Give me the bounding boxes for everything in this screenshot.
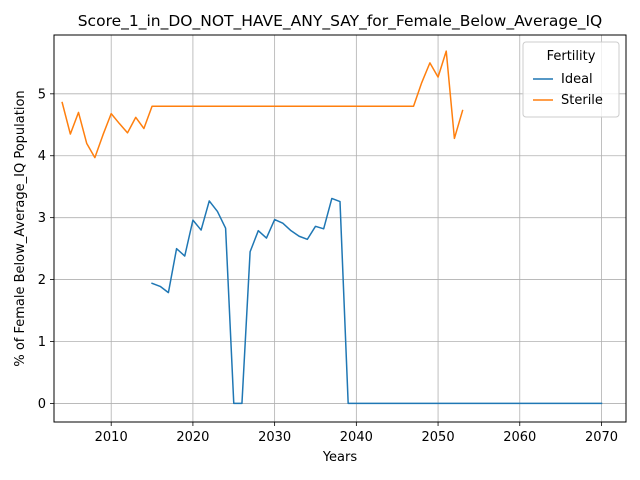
x-tick-label: 2040	[340, 430, 373, 445]
legend-title: Fertility	[547, 49, 596, 64]
x-tick-label: 2030	[258, 430, 291, 445]
chart-title: Score_1_in_DO_NOT_HAVE_ANY_SAY_for_Femal…	[78, 12, 603, 31]
x-tick-label: 2060	[503, 430, 536, 445]
legend-label-ideal: Ideal	[561, 72, 593, 87]
x-tick-label: 2010	[95, 430, 128, 445]
y-tick-label: 5	[38, 87, 46, 102]
y-tick-label: 3	[38, 211, 46, 226]
legend-label-sterile: Sterile	[561, 93, 603, 108]
y-tick-label: 2	[38, 273, 46, 288]
y-tick-label: 1	[38, 335, 46, 350]
legend: Fertility Ideal Sterile	[522, 41, 620, 118]
y-tick-label: 0	[38, 397, 46, 412]
series-line-ideal	[151, 197, 603, 405]
x-axis-label: Years	[322, 450, 358, 465]
y-axis-label: % of Female Below_Average_IQ Population	[13, 90, 28, 366]
legend-box	[522, 41, 620, 118]
y-tick-label: 4	[38, 149, 46, 164]
ticks: 2010 2020 2030 2040 2050 2060 2070 0 1 2 3 4 5	[38, 87, 618, 445]
series-line-sterile	[61, 50, 464, 159]
plot-frame	[53, 34, 627, 423]
x-tick-label: 2050	[422, 430, 455, 445]
x-tick-label: 2020	[176, 430, 209, 445]
series-layer	[61, 50, 603, 405]
x-tick-label: 2070	[585, 430, 618, 445]
